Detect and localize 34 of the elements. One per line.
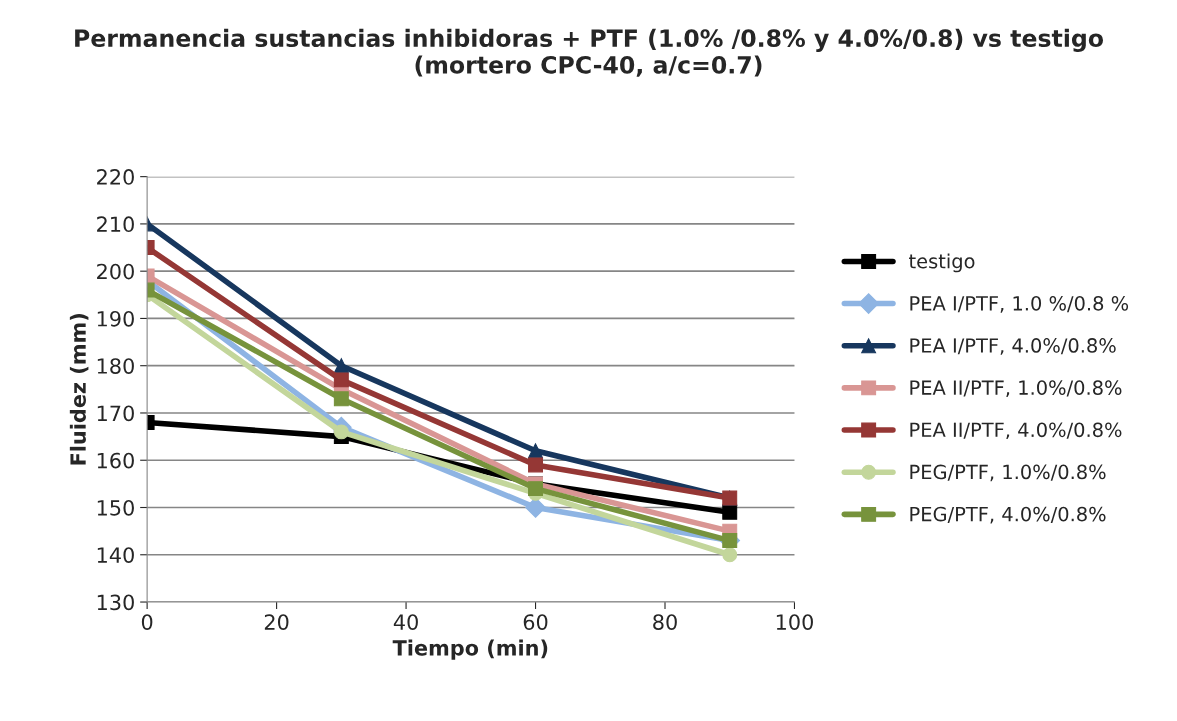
x-tick-label: 20	[264, 614, 289, 630]
x-tick-label: 80	[653, 614, 677, 630]
point	[333, 424, 349, 440]
legend-label: testigo	[909, 253, 975, 273]
point	[525, 497, 546, 518]
x-axis-title: Tiempo (min)	[392, 639, 548, 660]
y-tick-label: 180	[97, 358, 134, 374]
point	[722, 547, 738, 563]
point	[528, 481, 543, 497]
y-tick-label: 210	[97, 216, 134, 233]
legend-label: PEG/PTF, 1.0%/0.8%	[910, 464, 1106, 482]
y-tick-label: 160	[97, 452, 134, 469]
chart-title: Permanencia sustancias inhibidoras + PTF (1.0% /0.8% y 4.0%/0.8) vs testigo (mortero CPC-40, a/c=0.7)	[75, 28, 1104, 77]
y-tick-label: 150	[97, 499, 134, 516]
x-tick-label: 60	[523, 614, 548, 630]
point	[528, 457, 543, 473]
legend-label: PEA II/PTF, 4.0%/0.8%	[910, 422, 1122, 440]
point	[333, 372, 349, 388]
legend-label: PEA II/PTF, 1.0%/0.8%	[910, 380, 1122, 397]
y-tick-label: 190	[97, 310, 134, 327]
point	[333, 391, 349, 407]
legend-label: PEA I/PTF, 4.0%/0.8%	[910, 338, 1116, 355]
x-tick-label: 0	[141, 614, 153, 630]
y-tick-label: 140	[97, 547, 134, 563]
legend-label: PEA I/PTF, 1.0 %/0.8 %	[910, 295, 1129, 313]
y-tick-label: 130	[97, 594, 134, 611]
y-tick-label: 220	[97, 169, 134, 185]
legend-label: PEG/PTF, 4.0%/0.8%	[910, 506, 1106, 524]
point	[722, 504, 738, 520]
x-tick-label: 100	[776, 614, 813, 630]
y-tick-label: 170	[97, 405, 134, 422]
y-tick-label: 200	[97, 263, 134, 280]
y-axis-title: Fluidez (mm)	[69, 314, 89, 465]
x-tick-label: 40	[393, 614, 418, 630]
